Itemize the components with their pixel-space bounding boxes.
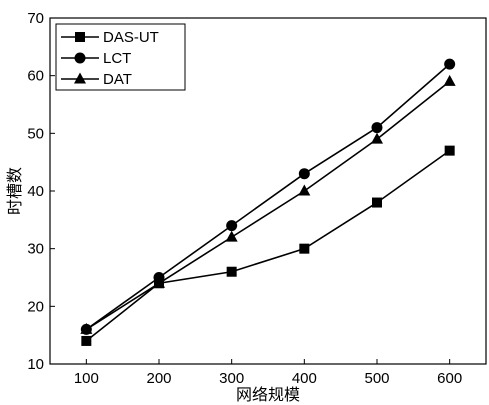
y-tick-label: 40: [27, 183, 44, 200]
data-point: [80, 322, 93, 334]
x-axis-label: 网络规模: [236, 385, 300, 404]
y-tick-label: 50: [27, 125, 44, 142]
series-line: [85, 63, 451, 331]
data-point: [443, 74, 456, 86]
legend-marker: [74, 72, 86, 84]
legend-item: DAS-UT: [61, 29, 159, 46]
legend: DAS-UT LCT DAT: [55, 23, 186, 91]
data-point: [372, 197, 382, 208]
x-axis: 100 200 300 400 500 600: [74, 359, 462, 387]
x-tick-label: 300: [219, 370, 244, 387]
data-point: [81, 335, 92, 346]
data-point: [371, 122, 383, 134]
y-axis: 10 20 30 40 50 60 70: [27, 10, 55, 373]
series-line: [85, 80, 451, 331]
legend-label: LCT: [103, 50, 131, 67]
series-layer: [80, 58, 456, 346]
legend-marker: [75, 32, 85, 42]
y-tick-label: 20: [27, 298, 44, 315]
legend-item: DAT: [61, 71, 132, 88]
legend-item: LCT: [61, 50, 131, 67]
series-line: [85, 149, 451, 342]
data-point: [225, 230, 238, 242]
series-das-ut: [81, 145, 455, 346]
y-tick-label: 10: [27, 356, 44, 373]
x-tick-label: 500: [364, 370, 389, 387]
data-point: [153, 276, 165, 288]
legend-marker: [74, 52, 86, 64]
data-point: [226, 266, 237, 277]
legend-label: DAT: [103, 71, 132, 88]
x-tick-label: 600: [437, 370, 462, 387]
data-point: [444, 145, 455, 156]
data-point: [299, 243, 310, 254]
series-dat: [80, 74, 456, 334]
x-tick-label: 200: [146, 370, 171, 387]
data-point: [298, 168, 310, 180]
data-point: [298, 184, 311, 196]
y-tick-label: 60: [27, 68, 44, 85]
x-tick-label: 100: [74, 370, 99, 387]
series-lct: [80, 58, 456, 335]
x-tick-label: 400: [292, 370, 317, 387]
data-point: [226, 220, 238, 232]
y-axis-label: 时槽数: [5, 167, 24, 215]
data-point: [371, 132, 383, 144]
y-tick-label: 70: [27, 10, 44, 27]
y-tick-label: 30: [27, 241, 44, 258]
legend-label: DAS-UT: [103, 29, 159, 46]
data-point: [444, 58, 456, 70]
